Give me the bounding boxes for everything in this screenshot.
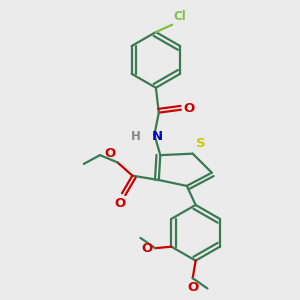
Text: O: O [114,197,125,210]
Text: Cl: Cl [174,10,186,23]
Text: H: H [131,130,141,142]
Text: O: O [142,242,153,255]
Text: N: N [152,130,163,142]
Text: O: O [187,281,198,294]
Text: S: S [196,137,206,150]
Text: O: O [104,147,115,160]
Text: O: O [183,102,194,115]
